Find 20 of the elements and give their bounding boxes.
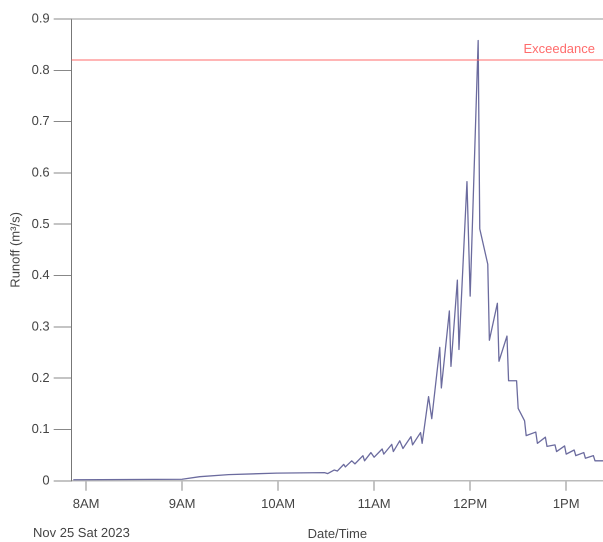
text: Nov 25 Sat 2023 bbox=[33, 525, 130, 540]
y-axis-title: Runoff (m³/s) bbox=[7, 212, 22, 288]
y-tick-label: 0.6 bbox=[32, 164, 50, 180]
y-tick-label: 0.7 bbox=[32, 113, 50, 128]
x-tick-label: 10AM bbox=[261, 496, 296, 512]
y-tick-label: 0.5 bbox=[32, 216, 50, 231]
y-tick-label: 0.4 bbox=[32, 267, 50, 282]
y-tick-label: 0.3 bbox=[32, 318, 50, 334]
x-tick-label: 12PM bbox=[453, 496, 488, 512]
x-axis-title: Date/Time bbox=[308, 526, 368, 541]
y-tick-label: 0.8 bbox=[32, 62, 50, 77]
ref-line-label: Exceedance bbox=[523, 41, 595, 56]
y-tick-label: 0.2 bbox=[32, 370, 50, 385]
y-tick-label: 0.1 bbox=[32, 421, 50, 436]
x-tick-label: 11AM bbox=[358, 496, 391, 512]
x-tick-label: 9AM bbox=[168, 496, 196, 512]
y-tick-label: 0 bbox=[42, 472, 50, 488]
x-tick-label: 1PM bbox=[552, 496, 580, 512]
y-tick-label: 0.9 bbox=[32, 10, 50, 26]
x-tick-label: 8AM bbox=[72, 496, 100, 512]
